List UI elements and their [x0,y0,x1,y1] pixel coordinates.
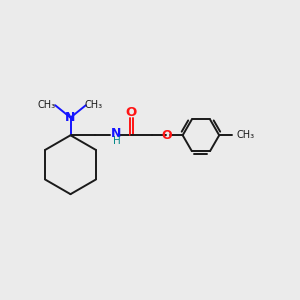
Text: N: N [65,111,76,124]
Text: N: N [110,127,121,140]
Text: O: O [161,129,172,142]
Text: CH₃: CH₃ [237,130,255,140]
Text: H: H [113,136,121,146]
Text: O: O [125,106,137,119]
Text: CH₃: CH₃ [85,100,103,110]
Text: CH₃: CH₃ [38,100,56,110]
